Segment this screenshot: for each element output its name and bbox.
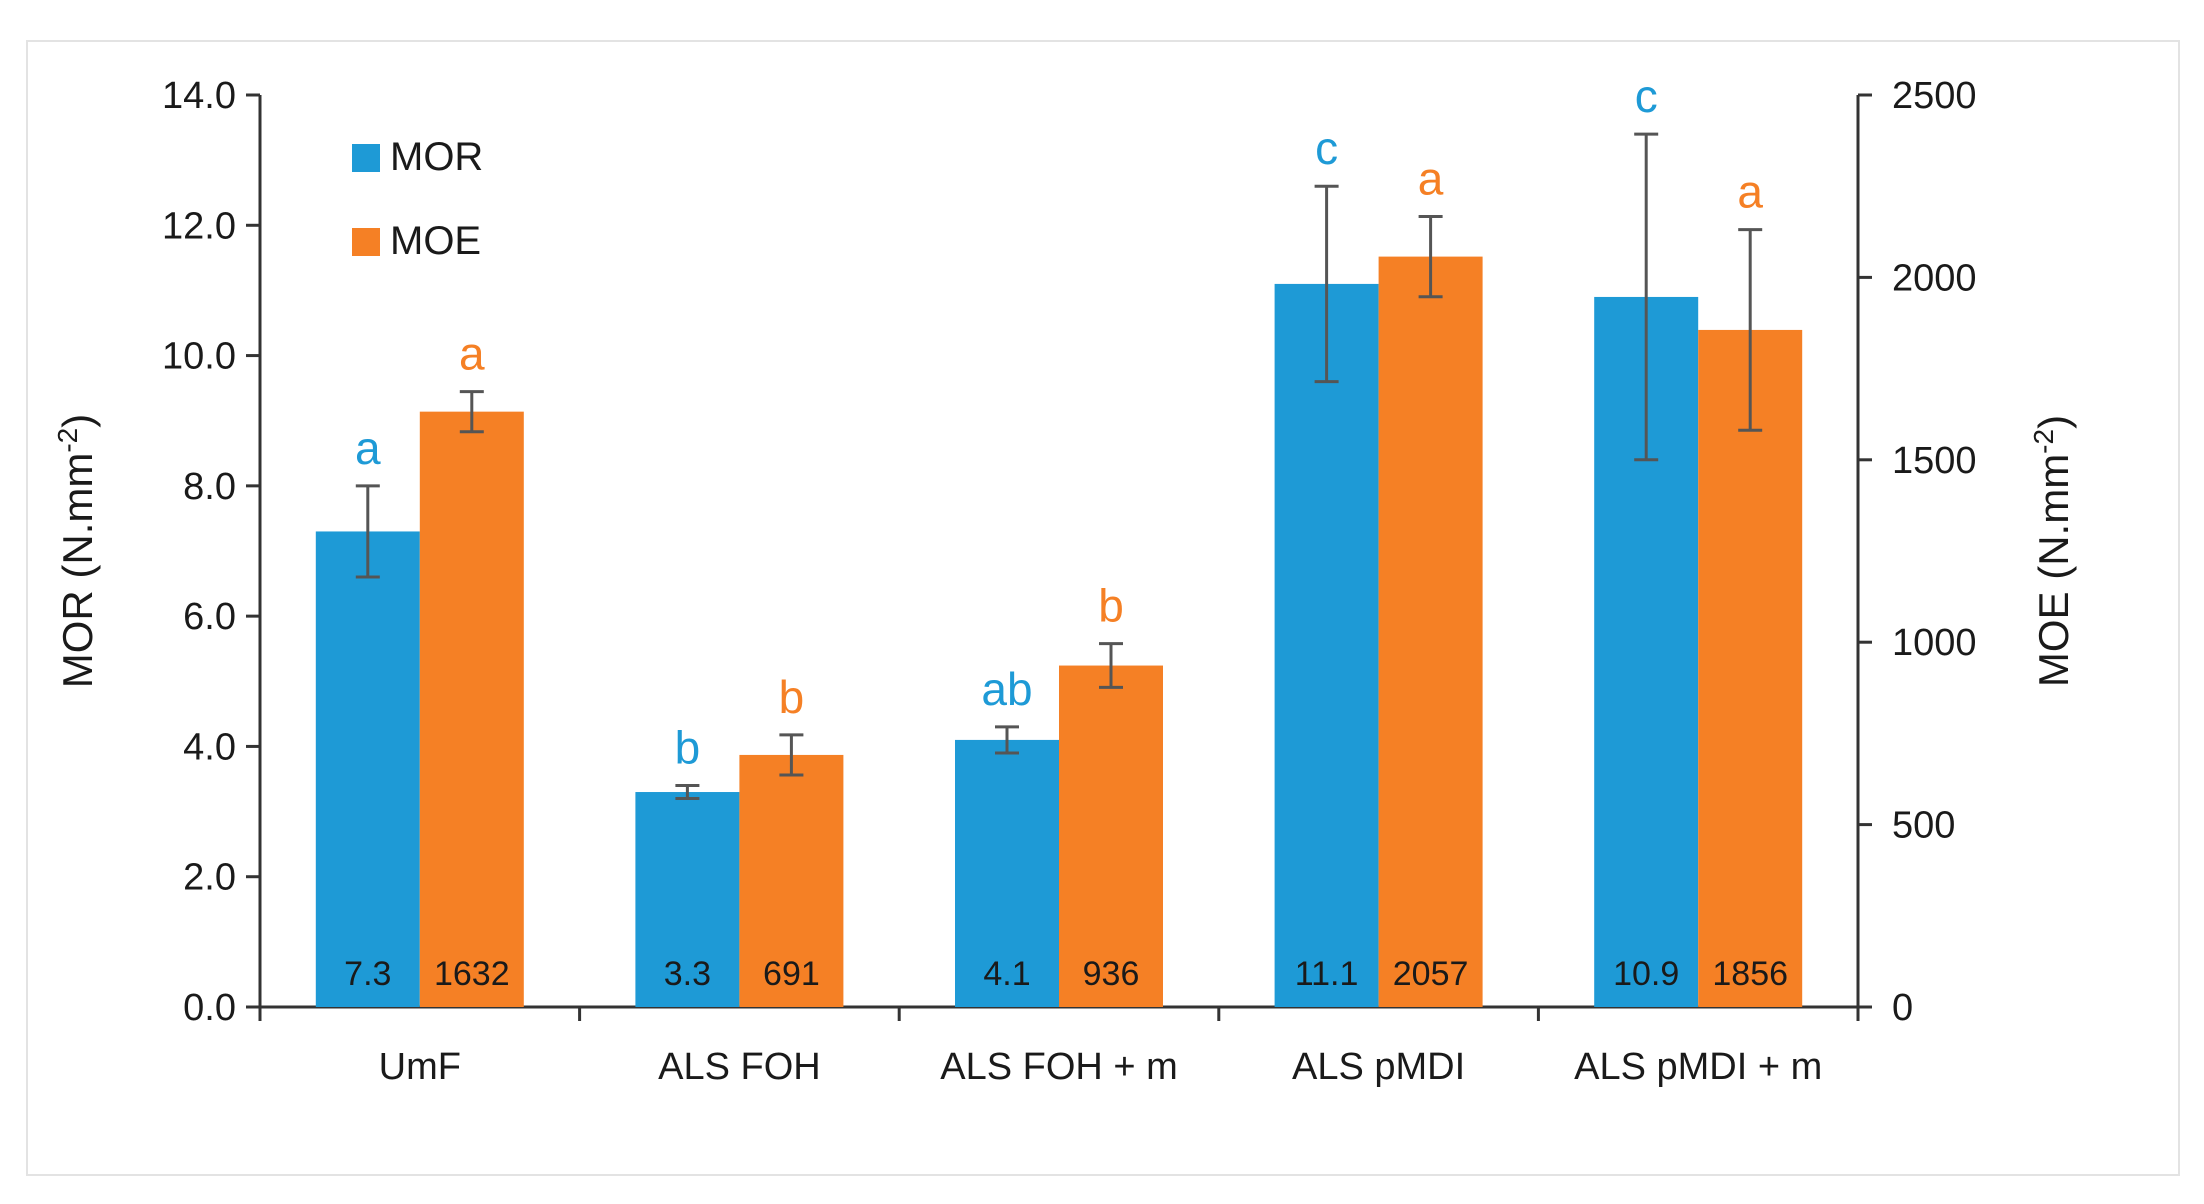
bar-mor — [315, 531, 420, 1007]
bar-mor — [955, 739, 1059, 1007]
left-tick-label: 10.0 — [162, 336, 236, 378]
data-label: 10.9 — [1613, 955, 1679, 993]
left-tick-label: 2.0 — [183, 857, 236, 899]
bar-moe — [1059, 665, 1163, 1007]
axes: 0.0 2.0 4.0 6.0 8.0 10.0 12.0 14.0 0 500 1000 1500 2… — [52, 75, 2078, 1088]
bar-moe — [419, 411, 524, 1008]
legend-swatch-moe — [352, 228, 380, 256]
data-label: 11.1 — [1295, 955, 1359, 993]
bar-mor — [635, 792, 740, 1007]
legend: MOR MOE — [352, 135, 483, 263]
left-tick-label: 12.0 — [162, 205, 236, 247]
right-tick-label: 0 — [1892, 987, 1913, 1029]
data-label: 7.3 — [344, 955, 391, 993]
bar-moe — [739, 754, 844, 1007]
error-bars — [355, 132, 1763, 801]
category-label: UmF — [379, 1046, 461, 1088]
left-tick-label: 0.0 — [183, 987, 236, 1029]
bar-mor — [1274, 283, 1379, 1007]
right-tick-label: 1000 — [1892, 622, 1977, 664]
data-label: 2057 — [1393, 955, 1469, 993]
right-axis-title: MOE (N.mm-2) — [2028, 415, 2078, 687]
data-label: 936 — [1083, 955, 1140, 993]
significance-letter: b — [1098, 580, 1124, 632]
left-tick-label: 8.0 — [183, 466, 236, 508]
bars — [315, 256, 1803, 1008]
category-label: ALS FOH + m — [940, 1046, 1178, 1088]
right-tick-label: 2500 — [1892, 75, 1977, 117]
category-label: ALS pMDI — [1292, 1046, 1465, 1088]
labels: a 7.3 a 1632 b 3.3 b 691 ab 4.1 b 936 c 11.1 a 2057 c 10.… — [344, 70, 1788, 993]
significance-letter: b — [779, 671, 805, 723]
right-tick-label: 2000 — [1892, 257, 1977, 299]
significance-letter: a — [355, 422, 381, 474]
right-tick-label: 500 — [1892, 805, 1955, 847]
significance-letter: c — [1635, 70, 1658, 122]
legend-label-moe: MOE — [390, 219, 481, 263]
left-tick-label: 14.0 — [162, 75, 236, 117]
left-axis-title: MOR (N.mm-2) — [52, 414, 102, 689]
left-tick-label: 6.0 — [183, 596, 236, 638]
left-tick-label: 4.0 — [183, 726, 236, 768]
significance-letter: a — [1737, 166, 1763, 218]
significance-letter: a — [459, 328, 485, 380]
data-label: 4.1 — [983, 955, 1030, 993]
category-label: ALS FOH — [658, 1046, 821, 1088]
data-label: 1632 — [434, 955, 510, 993]
bar-moe — [1698, 329, 1803, 1007]
legend-swatch-mor — [352, 144, 380, 172]
significance-letter: ab — [981, 663, 1032, 715]
bar-moe — [1378, 256, 1483, 1007]
data-label: 691 — [763, 955, 820, 993]
data-label: 3.3 — [664, 955, 711, 993]
right-tick-label: 1500 — [1892, 440, 1977, 482]
data-label: 1856 — [1712, 955, 1788, 993]
significance-letter: c — [1315, 122, 1338, 174]
significance-letter: a — [1418, 152, 1444, 204]
legend-label-mor: MOR — [390, 135, 483, 179]
significance-letter: b — [675, 722, 701, 774]
category-label: ALS pMDI + m — [1574, 1046, 1822, 1088]
